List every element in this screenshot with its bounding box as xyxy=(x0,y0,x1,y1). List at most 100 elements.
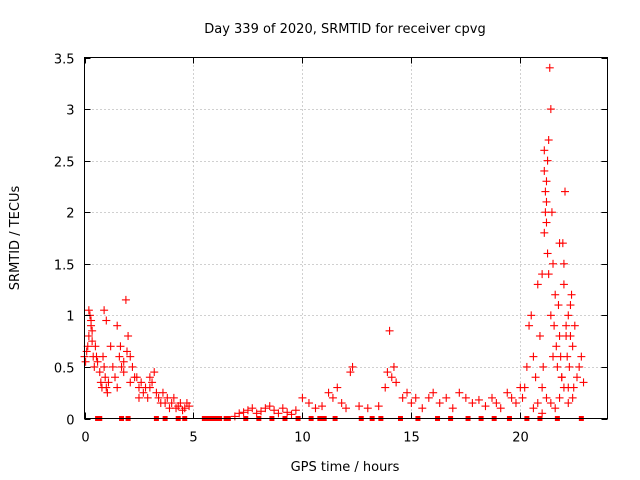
y-axis-title: SRMTID / TECUs xyxy=(8,186,23,291)
data-point xyxy=(265,402,274,411)
data-point xyxy=(137,378,146,387)
data-point xyxy=(559,383,568,392)
data-point xyxy=(381,383,390,392)
grid-lines xyxy=(84,57,608,419)
data-point xyxy=(554,301,563,310)
data-point xyxy=(355,402,364,411)
data-point xyxy=(563,352,572,361)
y-tick-label: 0.5 xyxy=(54,362,75,377)
x-tick-label: 5 xyxy=(189,431,197,446)
data-point xyxy=(488,393,497,402)
data-point xyxy=(579,378,588,387)
data-point xyxy=(113,321,122,330)
data-point xyxy=(88,326,97,335)
data-point xyxy=(568,393,577,402)
data-point xyxy=(553,362,562,371)
data-point xyxy=(492,399,501,408)
data-point xyxy=(542,218,551,227)
plot-frame xyxy=(84,57,608,419)
data-point xyxy=(545,63,554,72)
data-point xyxy=(527,311,536,320)
data-point xyxy=(511,399,520,408)
data-point xyxy=(333,383,342,392)
y-tick-label: 2.5 xyxy=(54,156,75,171)
data-point xyxy=(559,259,568,268)
data-point xyxy=(566,301,575,310)
data-point xyxy=(96,378,105,387)
data-point xyxy=(81,357,90,366)
data-point xyxy=(169,393,178,402)
data-point xyxy=(167,399,176,408)
data-point xyxy=(442,393,451,402)
data-point xyxy=(239,408,248,417)
data-point xyxy=(108,362,117,371)
data-point xyxy=(291,406,300,415)
data-point xyxy=(82,347,91,356)
data-point xyxy=(84,331,93,340)
data-point xyxy=(535,331,544,340)
data-point xyxy=(561,187,570,196)
data-point xyxy=(383,368,392,377)
data-point xyxy=(117,362,126,371)
data-point xyxy=(337,399,346,408)
data-point xyxy=(145,373,154,382)
data-point xyxy=(551,404,560,413)
data-point xyxy=(525,321,534,330)
data-point xyxy=(132,373,141,382)
data-point xyxy=(102,316,111,325)
data-point xyxy=(531,373,540,382)
data-point xyxy=(562,331,571,340)
data-point xyxy=(542,197,551,206)
data-point xyxy=(568,342,577,351)
data-point xyxy=(567,290,576,299)
data-point xyxy=(403,388,412,397)
data-point xyxy=(180,404,189,413)
data-point xyxy=(158,388,167,397)
data-point xyxy=(374,402,383,411)
data-point xyxy=(468,399,477,408)
data-point xyxy=(261,404,270,413)
data-point xyxy=(93,357,102,366)
data-point xyxy=(248,404,257,413)
data-point xyxy=(392,378,401,387)
data-point xyxy=(496,404,505,413)
y-tick-label: 2 xyxy=(66,207,74,222)
data-point xyxy=(564,399,573,408)
data-point xyxy=(121,295,130,304)
data-point xyxy=(257,407,266,416)
data-point xyxy=(283,408,292,417)
data-point xyxy=(503,388,512,397)
x-tick-label: 20 xyxy=(512,431,529,446)
data-point xyxy=(148,378,157,387)
data-point xyxy=(577,352,586,361)
data-point xyxy=(90,362,99,371)
data-point xyxy=(154,393,163,402)
data-point xyxy=(544,270,553,279)
data-point xyxy=(113,383,122,392)
chart-title: Day 339 of 2020, SRMTID for receiver cpv… xyxy=(204,22,486,37)
data-point xyxy=(111,373,120,382)
data-point xyxy=(547,208,556,217)
data-point xyxy=(134,393,143,402)
x-tick-label: 10 xyxy=(294,431,311,446)
data-point xyxy=(541,187,550,196)
data-point xyxy=(342,404,350,413)
data-point xyxy=(424,393,433,402)
data-point xyxy=(559,280,568,289)
data-point xyxy=(546,311,555,320)
data-point xyxy=(549,259,558,268)
data-point xyxy=(126,352,135,361)
y-tick-label: 0 xyxy=(66,414,74,429)
data-point xyxy=(100,362,109,371)
data-point xyxy=(481,402,490,411)
data-point xyxy=(150,368,159,377)
data-point xyxy=(544,136,553,145)
data-point xyxy=(461,393,470,402)
data-point xyxy=(88,337,97,346)
data-point xyxy=(552,342,561,351)
data-point xyxy=(328,393,337,402)
data-point xyxy=(507,393,516,402)
data-point xyxy=(518,393,527,402)
data-point xyxy=(126,378,135,387)
